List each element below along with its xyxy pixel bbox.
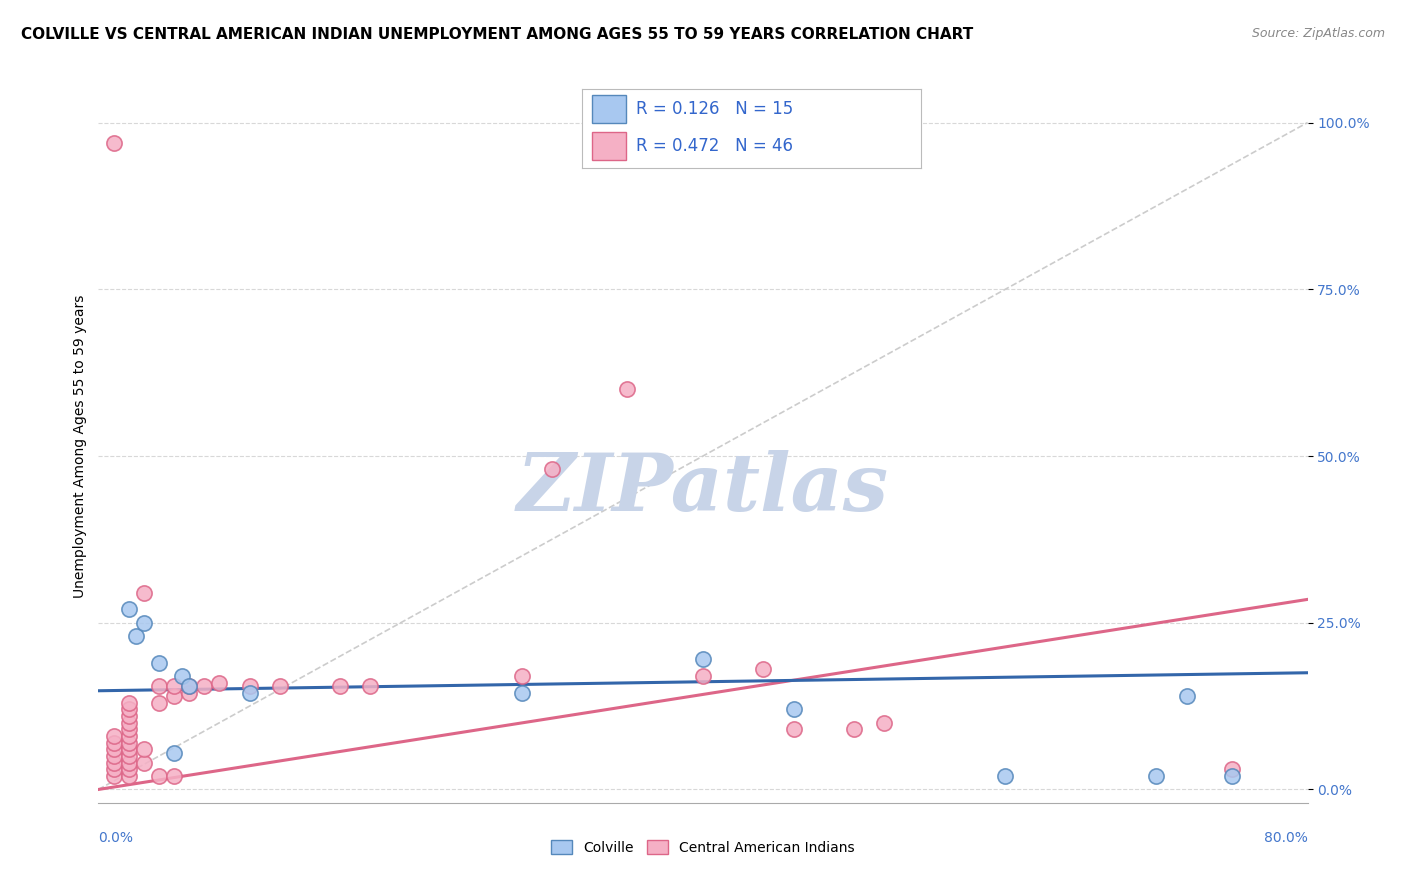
Point: [118, 742, 141, 756]
Text: 80.0%: 80.0%: [1264, 831, 1308, 846]
Text: COLVILLE VS CENTRAL AMERICAN INDIAN UNEMPLOYMENT AMONG AGES 55 TO 59 YEARS CORRE: COLVILLE VS CENTRAL AMERICAN INDIAN UNEM…: [21, 27, 973, 42]
Point: [163, 769, 186, 783]
Point: [132, 756, 155, 770]
Point: [132, 585, 155, 599]
Point: [329, 679, 352, 693]
Point: [118, 702, 141, 716]
Point: [239, 686, 262, 700]
Point: [510, 669, 533, 683]
Point: [269, 679, 291, 693]
Point: [103, 742, 125, 756]
Point: [118, 696, 141, 710]
Point: [103, 749, 125, 764]
Point: [132, 615, 155, 630]
Point: [692, 652, 714, 666]
Point: [163, 689, 186, 703]
Point: [873, 715, 896, 730]
Point: [118, 729, 141, 743]
Point: [1220, 769, 1243, 783]
Point: [177, 686, 201, 700]
Point: [782, 702, 804, 716]
Point: [616, 382, 638, 396]
Point: [148, 769, 170, 783]
Text: Source: ZipAtlas.com: Source: ZipAtlas.com: [1251, 27, 1385, 40]
Point: [103, 769, 125, 783]
Point: [844, 723, 866, 737]
Point: [782, 723, 804, 737]
Point: [163, 679, 186, 693]
Text: ZIPatlas: ZIPatlas: [517, 450, 889, 527]
Point: [118, 749, 141, 764]
Point: [103, 729, 125, 743]
Point: [163, 746, 186, 760]
Point: [193, 679, 215, 693]
Legend: Colville, Central American Indians: Colville, Central American Indians: [546, 834, 860, 860]
Point: [148, 696, 170, 710]
Point: [118, 769, 141, 783]
Point: [118, 723, 141, 737]
Point: [239, 679, 262, 693]
Point: [1175, 689, 1198, 703]
Point: [125, 629, 148, 643]
Point: [103, 756, 125, 770]
Point: [148, 656, 170, 670]
Point: [1220, 763, 1243, 777]
Point: [510, 686, 533, 700]
Point: [132, 742, 155, 756]
Point: [103, 763, 125, 777]
Point: [752, 662, 775, 676]
Point: [118, 715, 141, 730]
Point: [177, 679, 201, 693]
Point: [540, 462, 562, 476]
Point: [118, 763, 141, 777]
Point: [1144, 769, 1167, 783]
Point: [170, 669, 193, 683]
Point: [692, 669, 714, 683]
Point: [103, 736, 125, 750]
Point: [994, 769, 1017, 783]
Y-axis label: Unemployment Among Ages 55 to 59 years: Unemployment Among Ages 55 to 59 years: [73, 294, 87, 598]
Point: [177, 679, 201, 693]
Point: [118, 756, 141, 770]
Point: [360, 679, 382, 693]
Point: [118, 736, 141, 750]
Point: [103, 136, 125, 150]
Point: [148, 679, 170, 693]
Point: [208, 675, 231, 690]
Point: [118, 602, 141, 616]
Text: 0.0%: 0.0%: [98, 831, 134, 846]
Point: [118, 709, 141, 723]
